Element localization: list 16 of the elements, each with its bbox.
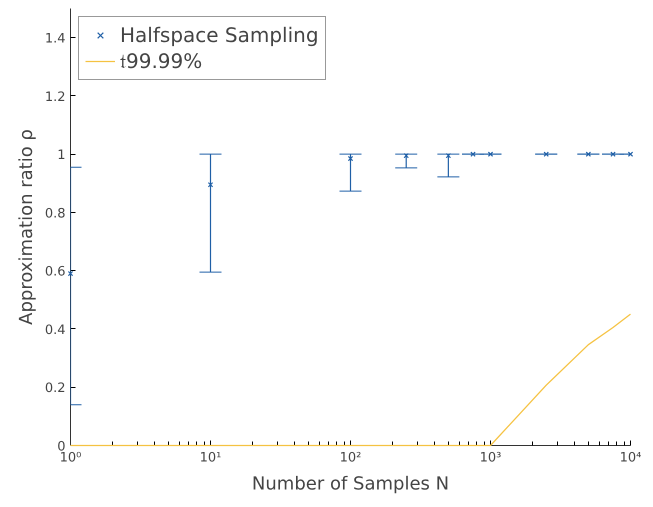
y-tick-label: 0.6 (44, 264, 66, 280)
y-tick-label: 1.2 (44, 90, 66, 105)
x-tick-label: 10² (340, 450, 362, 466)
y-axis-title: Approximation ratio ρ (16, 129, 37, 325)
x-tick-label: 10³ (480, 450, 502, 466)
y-tick-label: 0.2 (44, 381, 66, 396)
y-tick-label: 0.8 (44, 206, 66, 222)
x-tick-label: 10⁴ (620, 450, 642, 466)
x-tick-label: 10¹ (200, 450, 222, 466)
legend-label: 𝔱99.99% (120, 49, 202, 73)
legend-label: Halfspace Sampling (120, 23, 319, 47)
y-tick-label: 1.4 (44, 32, 66, 47)
x-axis-title: Number of Samples N (252, 474, 450, 494)
x-tick-label: 10⁰ (60, 450, 82, 466)
y-tick-label: 0.4 (44, 322, 66, 338)
y-tick-label: 1 (57, 148, 66, 164)
